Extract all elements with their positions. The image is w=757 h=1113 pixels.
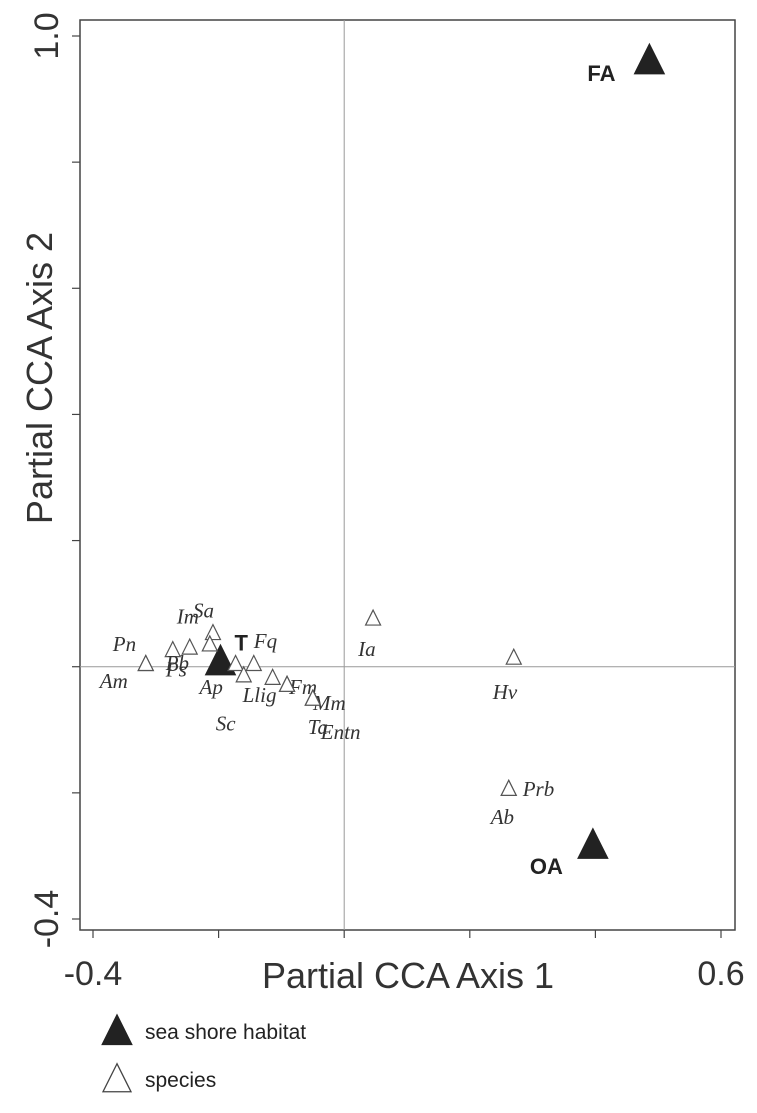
species-label-pn: Pn bbox=[112, 632, 136, 656]
habitat-point-fa bbox=[633, 42, 666, 75]
species-label-hv: Hv bbox=[492, 680, 518, 704]
legend-species-marker bbox=[101, 1062, 133, 1093]
habitat-point-t bbox=[204, 643, 237, 676]
species-point-ps bbox=[201, 634, 219, 652]
legend: sea shore habitat species bbox=[101, 1013, 306, 1093]
axis-labels: -0.4 0.6 1.0 -0.4 Partial CCA Axis 1 Partial … bbox=[19, 12, 745, 996]
species-label-sc: Sc bbox=[216, 712, 237, 736]
species-label-ap: Ap bbox=[198, 675, 223, 699]
habitat-label-oa: OA bbox=[530, 854, 563, 879]
species-point-ia bbox=[364, 608, 382, 626]
habitat-label-t: T bbox=[234, 630, 248, 655]
legend-species-label: species bbox=[145, 1069, 216, 1092]
species-point-ab bbox=[500, 779, 518, 796]
y-tick-label-max: 1.0 bbox=[28, 12, 66, 59]
y-tick-label-min: -0.4 bbox=[28, 890, 66, 949]
species-label-ia: Ia bbox=[357, 637, 376, 661]
species-point-pb bbox=[181, 637, 199, 655]
plot-frame bbox=[79, 19, 736, 931]
species-label-am: Am bbox=[98, 669, 128, 693]
species-label-llig: Llig bbox=[242, 683, 277, 707]
species-label-pb: Pb bbox=[165, 651, 189, 675]
x-tick-label-max: 0.6 bbox=[697, 955, 744, 993]
species-point-entn bbox=[304, 688, 322, 706]
species-label-entn: Entn bbox=[320, 720, 361, 744]
species-label-ab: Ab bbox=[489, 805, 514, 829]
species-point-sa bbox=[204, 623, 222, 641]
habitat-label-fa: FA bbox=[587, 61, 615, 86]
legend-habitat-label: sea shore habitat bbox=[145, 1021, 306, 1044]
species-label-fq: Fq bbox=[253, 629, 278, 653]
species-point-fq bbox=[245, 654, 263, 672]
species-point-ap bbox=[227, 654, 245, 672]
species-label-ps: Ps bbox=[165, 658, 187, 682]
y-axis-title: Partial CCA Axis 2 bbox=[19, 232, 60, 524]
species-label-sa: Sa bbox=[193, 598, 214, 622]
legend-habitat-marker bbox=[101, 1013, 133, 1046]
species-label-im: Im bbox=[176, 604, 199, 628]
species-point-am bbox=[137, 654, 155, 672]
species-point-mm bbox=[278, 674, 296, 692]
species-point-sc bbox=[235, 665, 253, 683]
species-point-hv bbox=[505, 647, 523, 665]
x-axis-title: Partial CCA Axis 1 bbox=[262, 955, 554, 996]
plot-area bbox=[72, 19, 736, 938]
species-label-ta: Ta bbox=[308, 715, 328, 739]
habitat-point-oa bbox=[577, 827, 609, 859]
x-tick-label-min: -0.4 bbox=[64, 955, 123, 993]
species-label-prb: Prb bbox=[522, 777, 555, 801]
species-point-llig bbox=[264, 668, 282, 685]
species-point-im bbox=[164, 640, 182, 658]
